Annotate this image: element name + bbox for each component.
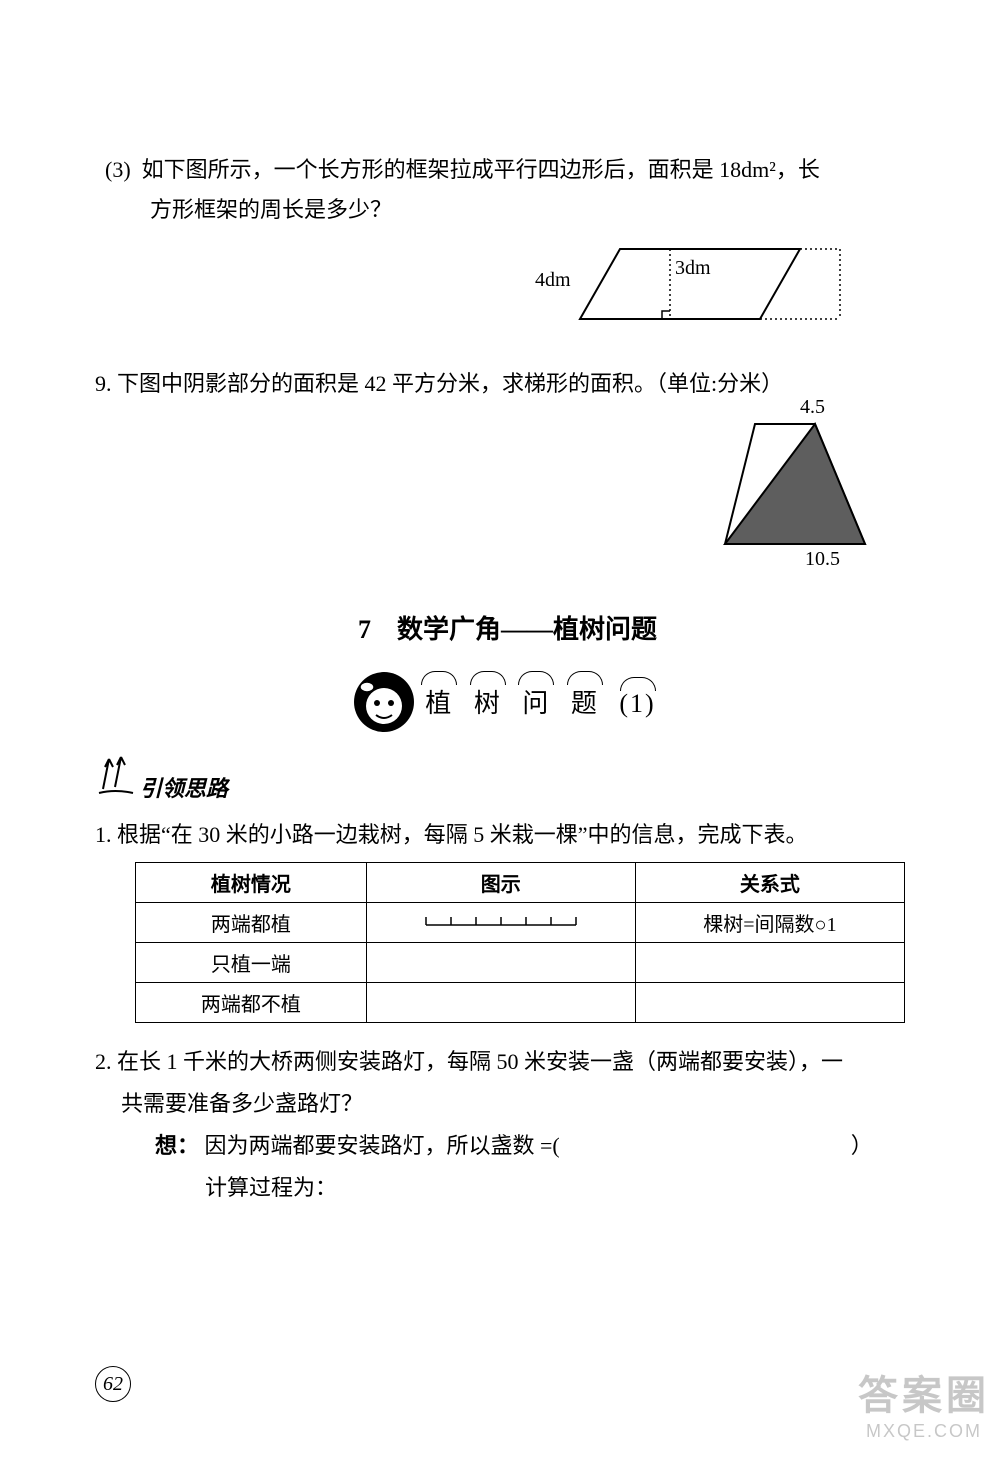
table-header-1: 图示	[366, 863, 635, 903]
think-close: ）	[851, 1133, 873, 1158]
table-header-row: 植树情况 图示 关系式	[136, 863, 905, 903]
problem-3-line2: 方形框架的周长是多少？	[95, 190, 920, 230]
subtitle-char-2: 问	[522, 689, 550, 718]
subheading-text: 引领思路	[140, 776, 228, 801]
problem-3-label: (3)	[105, 157, 131, 182]
problem-1: 1. 根据“在 30 米的小路一边栽树，每隔 5 米栽一棵”中的信息，完成下表。…	[95, 815, 920, 1024]
table-header-0: 植树情况	[136, 863, 367, 903]
subtitle-suffix: (1)	[619, 689, 655, 718]
problem-3-text1: 如下图所示，一个长方形的框架拉成平行四边形后，面积是 18dm²，长	[142, 157, 820, 182]
problem-3-line1: (3) 如下图所示，一个长方形的框架拉成平行四边形后，面积是 18dm²，长	[95, 150, 920, 190]
table-row: 只植一端	[136, 943, 905, 983]
problem-2-label: 2.	[95, 1049, 112, 1074]
calc-label: 计算过程为：	[95, 1167, 920, 1209]
para-dim-left: 4dm	[535, 269, 571, 292]
subheading: 引领思路	[95, 771, 920, 803]
section-title: 数学广角——植树问题	[397, 615, 657, 644]
table-header-2: 关系式	[635, 863, 904, 903]
problem-2-text2: 共需要准备多少盏路灯？	[95, 1083, 920, 1125]
problem-9-label: 9.	[95, 371, 112, 396]
problem-1-text: 根据“在 30 米的小路一边栽树，每隔 5 米栽一棵”中的信息，完成下表。	[117, 822, 808, 847]
table-cell	[635, 983, 904, 1023]
tick-icon	[416, 911, 586, 929]
subtitle-char-1: 树	[474, 689, 502, 718]
table-cell: 棵树=间隔数○1	[635, 903, 904, 943]
trapezium-diagram: 4.5 10.5	[715, 404, 885, 574]
problem-2: 2. 在长 1 千米的大桥两侧安装路灯，每隔 50 米安装一盏（两端都要安装），…	[95, 1041, 920, 1208]
table-cell	[366, 943, 635, 983]
page-number: 62	[95, 1366, 131, 1402]
problem-9: 9. 下图中阴影部分的面积是 42 平方分米，求梯形的面积。（单位:分米） 4.…	[95, 364, 920, 574]
table-cell: 只植一端	[136, 943, 367, 983]
think-text: 因为两端都要安装路灯，所以盏数 =(	[205, 1133, 560, 1158]
subtitle-char-0: 植	[425, 689, 453, 718]
section-num: 7	[358, 615, 371, 644]
problem-2-text1: 在长 1 千米的大桥两侧安装路灯，每隔 50 米安装一盏（两端都要安装），一	[117, 1049, 843, 1074]
watermark-bottom: MXQE.COM	[858, 1421, 990, 1442]
watermark-top: 答案圈	[858, 1363, 990, 1421]
mascot-icon	[353, 671, 415, 733]
table-cell: 两端都不植	[136, 983, 367, 1023]
table-cell	[635, 943, 904, 983]
problem-9-line: 9. 下图中阴影部分的面积是 42 平方分米，求梯形的面积。（单位:分米）	[95, 364, 920, 404]
section-heading: 7 数学广角——植树问题	[95, 609, 920, 646]
subtitle-char-3: 题	[571, 689, 599, 718]
table-cell-diagram	[366, 903, 635, 943]
table-row: 两端都植 棵树=间隔数○1	[136, 903, 905, 943]
subtitle-text: 植 树 问 题 (1)	[419, 683, 661, 720]
problem-3: (3) 如下图所示，一个长方形的框架拉成平行四边形后，面积是 18dm²，长 方…	[95, 150, 920, 334]
problem-1-label: 1.	[95, 822, 112, 847]
table-row: 两端都不植	[136, 983, 905, 1023]
table-cell	[366, 983, 635, 1023]
think-label: 想：	[155, 1133, 199, 1158]
planting-table: 植树情况 图示 关系式 两端都植	[135, 862, 905, 1023]
subtitle-row: 植 树 问 题 (1)	[95, 671, 920, 741]
trap-top-label: 4.5	[800, 396, 825, 419]
table-cell: 两端都植	[136, 903, 367, 943]
watermark: 答案圈 MXQE.COM	[858, 1363, 990, 1442]
trap-bottom-label: 10.5	[805, 548, 840, 571]
parallelogram-diagram: 3dm 4dm	[540, 239, 820, 334]
svg-text:3dm: 3dm	[675, 257, 711, 279]
bamboo-icon	[95, 749, 137, 797]
problem-9-text: 下图中阴影部分的面积是 42 平方分米，求梯形的面积。（单位:分米）	[117, 371, 783, 396]
